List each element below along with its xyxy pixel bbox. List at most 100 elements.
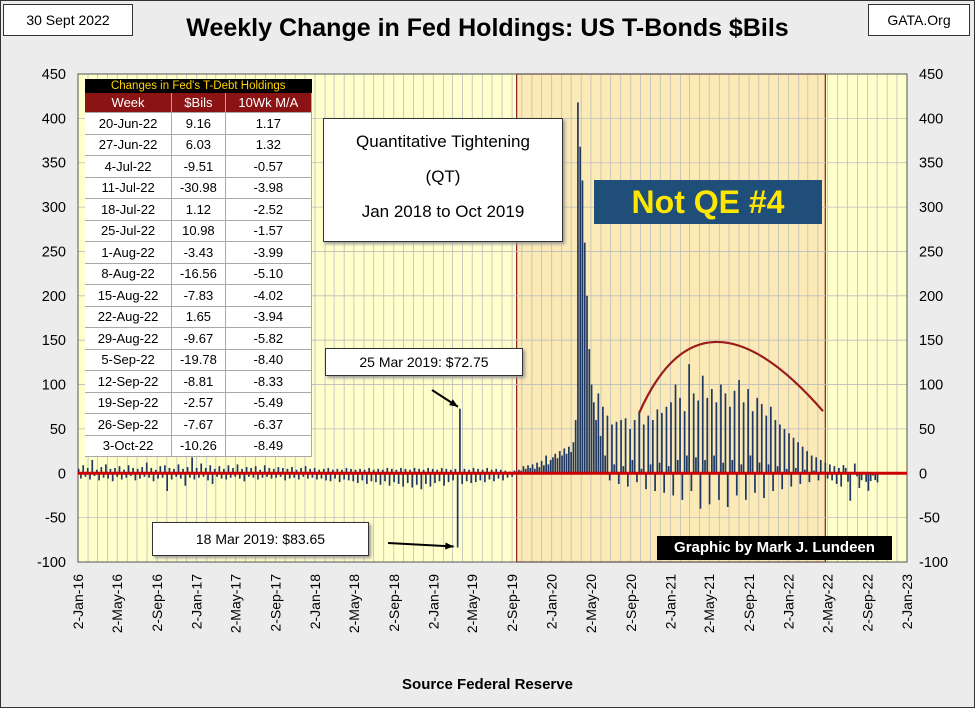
bar xyxy=(792,437,795,474)
bar xyxy=(608,473,611,481)
x-tick-label: 2-Sep-16 xyxy=(149,574,165,632)
bar xyxy=(710,388,713,474)
table-cell-ma: -8.33 xyxy=(225,370,313,393)
bar xyxy=(568,446,570,474)
x-tick-label: 2-Sep-17 xyxy=(267,574,283,632)
bar xyxy=(261,473,264,478)
bar xyxy=(150,467,153,474)
table-cell-week: 11-Jul-22 xyxy=(85,177,173,199)
table-row: 12-Sep-22 -8.81 -8.33 xyxy=(85,370,313,393)
bar xyxy=(840,473,843,487)
bar xyxy=(470,473,473,484)
bar xyxy=(329,473,332,482)
trend-curve xyxy=(638,341,824,414)
bar xyxy=(738,380,740,474)
bar xyxy=(361,473,364,481)
table-cell-ma: -6.37 xyxy=(225,413,313,436)
y-tick-label-right: -50 xyxy=(919,511,940,527)
bar xyxy=(731,459,734,474)
bar xyxy=(452,473,454,481)
table-cell-week: 25-Jul-22 xyxy=(85,220,173,242)
table-cell-week: 26-Sep-22 xyxy=(85,413,173,436)
table-cell-ma: -0.57 xyxy=(225,155,313,178)
bar xyxy=(263,465,266,474)
table-row: 20-Jun-22 9.16 1.17 xyxy=(85,112,313,135)
bar xyxy=(529,467,532,474)
holdings-table: Changes in Fed's T-Debt Holdings Week $B… xyxy=(85,79,313,457)
plot-border xyxy=(77,73,908,563)
bar xyxy=(309,468,311,474)
bar xyxy=(225,473,228,480)
bar xyxy=(490,469,493,474)
bar xyxy=(363,469,366,474)
bar xyxy=(154,469,157,474)
bar xyxy=(858,473,861,488)
y-tick-label-left: 400 xyxy=(42,111,66,127)
bar xyxy=(132,467,134,474)
table-cell-bils: -9.67 xyxy=(171,327,226,350)
bar xyxy=(706,397,709,474)
bar xyxy=(869,473,872,482)
y-tick-label-right: 50 xyxy=(919,422,935,438)
bar xyxy=(145,462,148,474)
bar xyxy=(148,473,150,478)
bar xyxy=(769,406,772,474)
bar xyxy=(617,473,620,484)
bar xyxy=(772,473,774,492)
table-cell-week: 18-Jul-22 xyxy=(85,198,173,221)
bar xyxy=(179,473,182,479)
table-cell-ma: 1.32 xyxy=(225,134,313,156)
bar xyxy=(595,420,597,474)
bar xyxy=(334,473,336,479)
bar xyxy=(726,473,729,507)
table-row: 8-Aug-22 -16.56 -5.10 xyxy=(85,263,313,285)
bar xyxy=(661,412,663,474)
bar xyxy=(207,473,209,481)
bar xyxy=(211,473,214,484)
table-cell-ma: -5.49 xyxy=(225,392,313,414)
bar xyxy=(250,467,252,474)
bar xyxy=(368,467,370,474)
bar xyxy=(785,468,788,474)
bar xyxy=(683,411,686,474)
bar xyxy=(808,473,811,483)
bar xyxy=(320,473,323,479)
table-cell-week: 19-Sep-22 xyxy=(85,392,173,414)
bar xyxy=(733,390,736,474)
bar xyxy=(636,473,638,483)
bar xyxy=(631,459,634,474)
table-cell-week: 12-Sep-22 xyxy=(85,370,173,393)
bar xyxy=(134,473,137,481)
y-tick-label-left: -100 xyxy=(37,555,66,571)
table-cell-bils: 1.65 xyxy=(171,306,226,328)
bar xyxy=(234,473,237,477)
table-cell-bils: -19.78 xyxy=(171,349,226,371)
bar xyxy=(865,473,867,482)
x-tick-label: 2-May-21 xyxy=(701,574,717,633)
bar xyxy=(377,468,380,474)
table-cell-ma: -5.10 xyxy=(225,263,313,285)
table-cell-week: 1-Aug-22 xyxy=(85,241,173,264)
bar xyxy=(538,467,541,474)
y-tick-label-right: 400 xyxy=(919,111,943,127)
bar xyxy=(418,468,420,474)
bar xyxy=(574,420,577,474)
bar xyxy=(406,473,409,484)
bar xyxy=(111,473,114,482)
bar xyxy=(547,464,550,474)
bar xyxy=(486,467,489,474)
y-tick-label-left: 100 xyxy=(42,378,66,394)
bar xyxy=(647,415,650,474)
bar xyxy=(98,473,100,481)
bar xyxy=(579,146,582,474)
bar xyxy=(415,473,418,485)
y-tick-label-left: 50 xyxy=(50,422,66,438)
bar xyxy=(411,473,414,488)
y-tick-label-left: 0 xyxy=(58,466,66,482)
table-caption: Changes in Fed's T-Debt Holdings xyxy=(85,79,312,93)
bar xyxy=(461,473,464,484)
bar xyxy=(127,465,130,474)
table-header-bils: $Bils xyxy=(171,93,226,113)
table-cell-bils: -2.57 xyxy=(171,392,226,414)
bar xyxy=(819,459,822,474)
